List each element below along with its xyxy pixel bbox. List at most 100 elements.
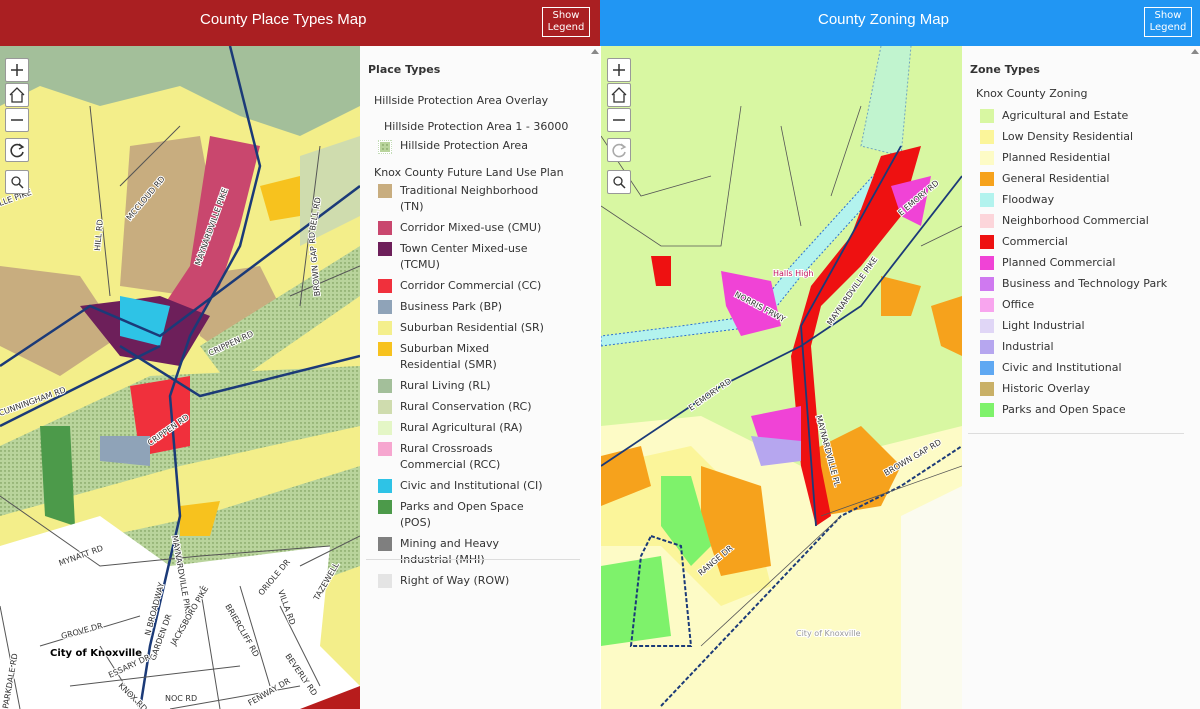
zoom-out[interactable] — [5, 108, 29, 132]
map-area — [651, 256, 671, 286]
show-legend-button[interactable]: Show Legend — [542, 7, 590, 37]
legend-item: Rural Conservation (RC) — [378, 399, 548, 415]
legend-item: Parks and Open Space (POS) — [378, 499, 548, 531]
roads — [601, 145, 962, 527]
legend-swatch — [980, 298, 994, 312]
legend-label: Rural Crossroads Commercial (RCC) — [400, 442, 501, 471]
legend-swatch — [980, 172, 994, 186]
floodway — [860, 46, 912, 157]
legend-swatch — [378, 421, 392, 435]
legend-label: Floodway — [1002, 193, 1055, 206]
scrollbar[interactable] — [590, 46, 600, 709]
home[interactable] — [607, 83, 631, 107]
map-area — [180, 501, 220, 536]
legend-label: Parks and Open Space (POS) — [400, 500, 524, 529]
legend-group: Knox County Zoning — [976, 87, 1088, 100]
legend-label: Rural Agricultural (RA) — [400, 421, 523, 434]
search[interactable] — [607, 170, 631, 194]
legend-item: Low Density Residential — [980, 129, 1190, 145]
legend-item: Town Center Mixed-use (TCMU) — [378, 241, 548, 273]
legend-swatch — [980, 403, 994, 417]
legend-label: Planned Residential — [1002, 151, 1111, 164]
legend-label: Business Park (BP) — [400, 300, 503, 313]
map-area — [661, 476, 711, 566]
map-area — [881, 276, 921, 316]
legend-list: Agricultural and Estate Low Density Resid… — [980, 108, 1190, 423]
legend-label: Corridor Mixed-use (CMU) — [400, 221, 542, 234]
left-map[interactable]: MAYNARDVILLE PIKE MCCLOUD RD HILL RD BEL… — [0, 46, 360, 709]
legend-item: Right of Way (ROW) — [378, 573, 548, 589]
refresh[interactable] — [5, 138, 29, 162]
right-header: County Zoning Map Show Legend — [600, 0, 1200, 46]
legend-item: Suburban Residential (SR) — [378, 320, 548, 336]
legend-item: Agricultural and Estate — [980, 108, 1190, 124]
legend-item: Mining and Heavy Industrial (MHI) — [378, 536, 548, 568]
right-legend: Zone Types Knox County Zoning Agricultur… — [962, 46, 1200, 709]
legend-swatch — [980, 382, 994, 396]
legend-swatch — [378, 300, 392, 314]
zoom-in[interactable] — [5, 58, 29, 82]
home[interactable] — [5, 83, 29, 107]
legend-label: Commercial — [1002, 235, 1068, 248]
legend-item: Corridor Commercial (CC) — [378, 278, 548, 294]
legend-item: Parks and Open Space — [980, 402, 1190, 418]
legend-item: Light Industrial — [980, 318, 1190, 334]
legend-label: Planned Commercial — [1002, 256, 1116, 269]
map-area — [721, 271, 781, 336]
refresh[interactable] — [607, 138, 631, 162]
legend-label: Town Center Mixed-use (TCMU) — [400, 242, 528, 271]
legend-item: Business and Technology Park — [980, 276, 1190, 292]
legend-group: Knox County Future Land Use Plan — [374, 166, 564, 179]
show-legend-button[interactable]: Show Legend — [1144, 7, 1192, 37]
legend-item: Planned Residential — [980, 150, 1190, 166]
legend-swatch — [378, 279, 392, 293]
legend-swatch — [980, 340, 994, 354]
left-legend: Place Types Hillside Protection Area Ove… — [360, 46, 600, 709]
legend-label: Neighborhood Commercial — [1002, 214, 1149, 227]
hillside-area — [200, 246, 360, 386]
legend-label: Light Industrial — [1002, 319, 1085, 332]
legend-label: Low Density Residential — [1002, 130, 1134, 143]
streets — [0, 105, 360, 709]
map-area — [40, 426, 75, 526]
legend-item: Rural Crossroads Commercial (RCC) — [378, 441, 548, 473]
scrollbar[interactable] — [1190, 46, 1200, 709]
boundary — [629, 534, 693, 647]
right-map[interactable]: Halls High MAYNARDVILLE PIKE E EMORY RD … — [601, 46, 962, 709]
legend-item: Floodway — [980, 192, 1190, 208]
poi-label: Halls High — [773, 269, 813, 278]
legend-label: Office — [1002, 298, 1035, 311]
legend-swatch — [378, 140, 392, 154]
search[interactable] — [5, 170, 29, 194]
legend-swatch — [378, 442, 392, 456]
legend-item: Rural Agricultural (RA) — [378, 420, 548, 436]
legend-label: Industrial — [1002, 340, 1054, 353]
legend-item: Planned Commercial — [980, 255, 1190, 271]
zoom-in[interactable] — [607, 58, 631, 82]
legend-swatch — [980, 109, 994, 123]
map-area — [931, 296, 962, 356]
map-area — [120, 296, 170, 346]
left-header: County Place Types Map Show Legend — [0, 0, 600, 46]
legend-swatch — [378, 321, 392, 335]
road-label: NOC RD — [165, 694, 197, 703]
legend-item: Rural Living (RL) — [378, 378, 548, 394]
legend-item: Suburban Mixed Residential (SMR) — [378, 341, 548, 373]
zoom-out[interactable] — [607, 108, 631, 132]
map-area — [751, 436, 801, 466]
legend-swatch — [378, 537, 392, 551]
legend-label: Mining and Heavy Industrial (MHI) — [400, 537, 500, 566]
legend-label: Civic and Institutional — [1002, 361, 1122, 374]
map-area — [901, 486, 962, 709]
legend-item: Civic and Institutional — [980, 360, 1190, 376]
separator — [366, 559, 580, 560]
legend-swatch — [980, 361, 994, 375]
map-area — [891, 176, 931, 226]
legend-item: Commercial — [980, 234, 1190, 250]
legend-item: Traditional Neighborhood (TN) — [378, 183, 548, 215]
streets — [601, 105, 962, 647]
legend-label: Corridor Commercial (CC) — [400, 279, 542, 292]
legend-swatch — [378, 500, 392, 514]
legend-item: Hillside Protection Area — [378, 139, 528, 154]
